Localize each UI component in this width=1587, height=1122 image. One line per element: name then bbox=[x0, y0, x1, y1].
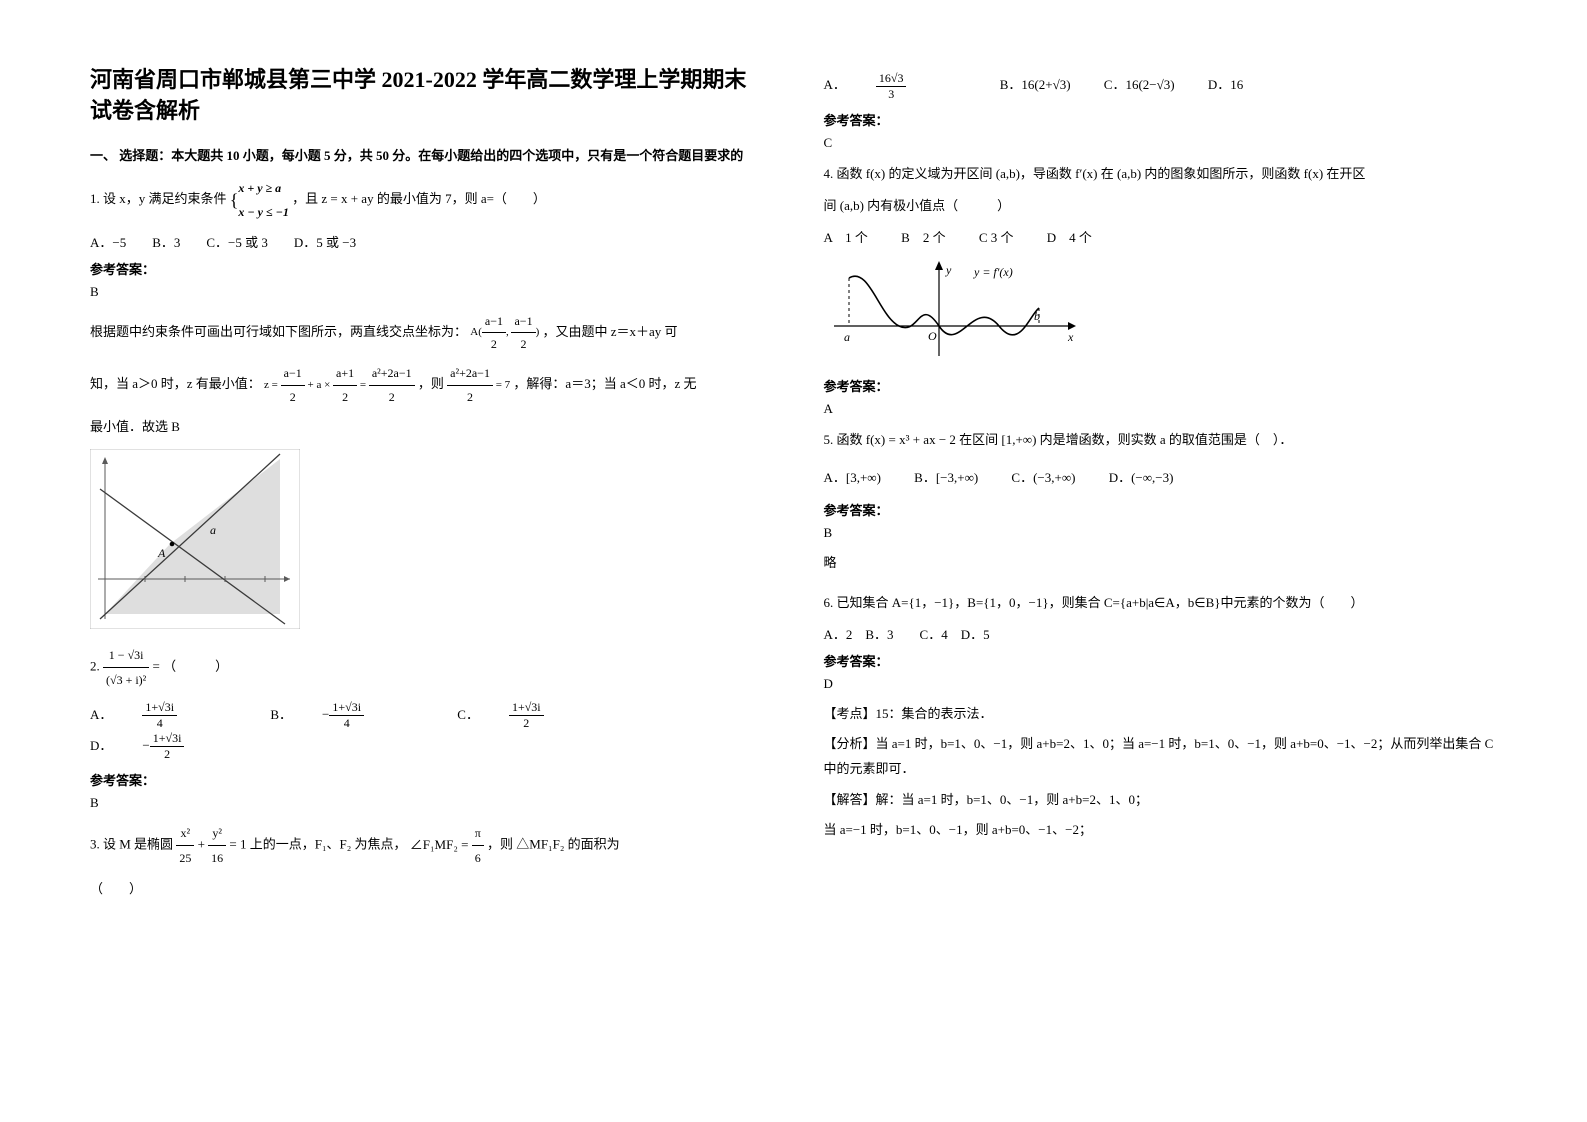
q6-kaodian: 【考点】15：集合的表示法． bbox=[824, 702, 1498, 727]
point-A: A(a−12, a−12) bbox=[470, 326, 539, 338]
q1-options: A．−5 B．3 C．−5 或 3 D．5 或 −3 bbox=[90, 232, 764, 251]
q2-options: A．1+√3i4 B．−1+√3i4 C．1+√3i2 D．−1+√3i2 bbox=[90, 700, 764, 762]
svg-text:a: a bbox=[210, 523, 216, 537]
right-column: A．16√33 B．16(2+√3) C．16(2−√3) D．16 参考答案：… bbox=[794, 0, 1587, 1122]
q3-answer: C bbox=[824, 135, 1498, 151]
q4-options: A 1 个 B 2 个 C 3 个 D 4 个 bbox=[824, 227, 1498, 246]
answer-label: 参考答案： bbox=[90, 259, 764, 278]
q1-text-b: ，且 z = x + ay 的最小值为 7，则 a=（ ） bbox=[292, 191, 546, 206]
q6-options: A．2 B．3 C．4 D．5 bbox=[824, 624, 1498, 643]
q2-expression: 1 − √3i(√3 + i)² bbox=[103, 643, 149, 692]
q1-conditions: x + y ≥ a x − y ≤ −1 bbox=[238, 176, 288, 224]
answer-label: 参考答案： bbox=[824, 651, 1498, 670]
q6-jieda-b: 当 a=−1 时，b=1、0、−1，则 a+b=0、−1、−2； bbox=[824, 818, 1498, 843]
question-2: 2. 1 − √3i(√3 + i)² = （ ） bbox=[90, 643, 764, 692]
svg-text:y = f′(x): y = f′(x) bbox=[973, 265, 1013, 279]
svg-text:y: y bbox=[945, 263, 952, 277]
q5-options: A．[3,+∞) B．[−3,+∞) C．(−3,+∞) D．(−∞,−3) bbox=[824, 467, 1498, 486]
q3-paren: （ ） bbox=[90, 878, 764, 897]
question-3: 3. 设 M 是椭圆 x²25 + y²16 = 1 上的一点，F₁、F₂ 为焦… bbox=[90, 821, 764, 870]
eq2: a²+2a−12 = 7 bbox=[447, 379, 510, 391]
q5-answer: B bbox=[824, 525, 1498, 541]
q2-answer: B bbox=[90, 795, 764, 811]
q1-explain-c: 最小值．故选 B bbox=[90, 415, 764, 440]
question-5: 5. 函数 f(x) = x³ + ax − 2 在区间 [1,+∞) 内是增函… bbox=[824, 427, 1498, 453]
answer-label: 参考答案： bbox=[90, 770, 764, 789]
svg-text:b: b bbox=[1034, 309, 1040, 323]
svg-text:x: x bbox=[1067, 330, 1074, 344]
svg-text:A: A bbox=[157, 546, 166, 560]
title: 河南省周口市郸城县第三中学 2021-2022 学年高二数学理上学期期末试卷含解… bbox=[90, 65, 764, 127]
answer-label: 参考答案： bbox=[824, 500, 1498, 519]
feasible-region-graph: A a bbox=[90, 449, 300, 629]
q6-answer: D bbox=[824, 676, 1498, 692]
svg-text:O: O bbox=[928, 329, 937, 343]
q1-explain-b: 知，当 a＞0 时，z 有最小值： z = a−12 + a × a+12 = … bbox=[90, 362, 764, 409]
answer-label: 参考答案： bbox=[824, 110, 1498, 129]
q6-fenxi: 【分析】当 a=1 时，b=1、0、−1，则 a+b=2、1、0；当 a=−1 … bbox=[824, 732, 1498, 781]
left-column: 河南省周口市郸城县第三中学 2021-2022 学年高二数学理上学期期末试卷含解… bbox=[0, 0, 794, 1122]
q5-explain: 略 bbox=[824, 551, 1498, 576]
eq1: z = a−12 + a × a+12 = a²+2a−12 bbox=[264, 379, 415, 391]
derivative-graph: y y = f′(x) a b O x bbox=[824, 256, 1084, 366]
question-4: 4. 函数 f(x) 的定义域为开区间 (a,b)，导函数 f′(x) 在 (a… bbox=[824, 161, 1498, 219]
angle-eq: ∠F₁MF₂ = π6 bbox=[410, 837, 484, 852]
answer-label: 参考答案： bbox=[824, 376, 1498, 395]
ellipse-eq: x²25 bbox=[176, 821, 194, 870]
q4-answer: A bbox=[824, 401, 1498, 417]
section-heading: 一、 选择题：本大题共 10 小题，每小题 5 分，共 50 分。在每小题给出的… bbox=[90, 145, 764, 164]
q3-options: A．16√33 B．16(2+√3) C．16(2−√3) D．16 bbox=[824, 71, 1498, 102]
q1-explain-a: 根据题中约束条件可画出可行域如下图所示，两直线交点坐标为： A(a−12, a−… bbox=[90, 310, 764, 357]
q6-jieda-a: 【解答】解：当 a=1 时，b=1、0、−1，则 a+b=2、1、0； bbox=[824, 788, 1498, 813]
question-1: 1. 设 x，y 满足约束条件 { x + y ≥ a x − y ≤ −1 ，… bbox=[90, 176, 764, 224]
question-6: 6. 已知集合 A={1，−1}，B={1，0，−1}，则集合 C={a+b|a… bbox=[824, 590, 1498, 616]
q1-text: 1. 设 x，y 满足约束条件 bbox=[90, 191, 227, 206]
svg-text:a: a bbox=[844, 330, 850, 344]
q1-answer: B bbox=[90, 284, 764, 300]
